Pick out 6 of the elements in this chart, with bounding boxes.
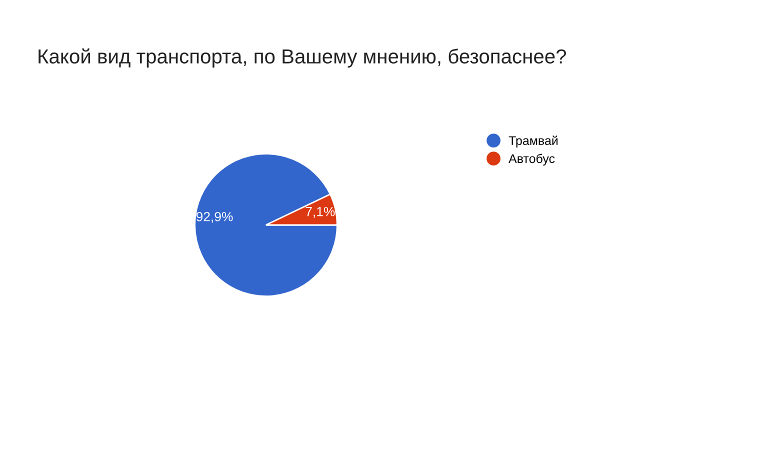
legend-label: Трамвай: [508, 136, 558, 148]
data-label: 7,1%: [306, 206, 335, 218]
chart-title: Какой вид транспорта, по Вашему мнению, безопаснее?: [38, 48, 566, 68]
legend-label: Автобус: [508, 154, 555, 166]
pie-slice: [194, 153, 338, 297]
data-label: 92,9%: [196, 212, 233, 223]
